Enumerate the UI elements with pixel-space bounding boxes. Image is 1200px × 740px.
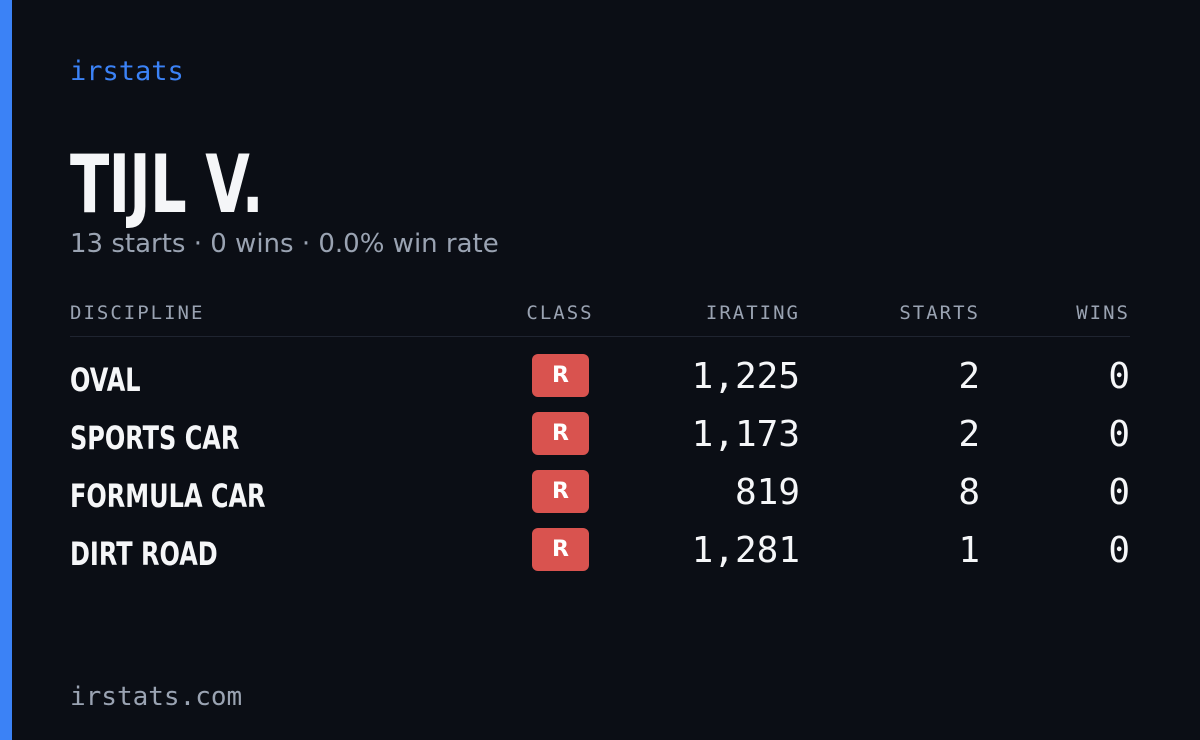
discipline: DIRT ROAD — [70, 535, 218, 573]
driver-summary: 13 starts · 0 wins · 0.0% win rate — [70, 229, 499, 259]
column-header: CLASS — [526, 302, 594, 324]
starts: 2 — [958, 356, 980, 397]
discipline: OVAL — [70, 361, 141, 399]
irating: 1,281 — [691, 530, 800, 571]
class-badge: R — [532, 412, 589, 455]
footer: irstats.com — [70, 682, 243, 712]
column-header: IRATING — [705, 302, 800, 324]
starts: 8 — [958, 472, 980, 513]
irating: 819 — [734, 472, 800, 513]
brand: irstats — [70, 56, 184, 87]
driver-name: TIJL V. — [70, 138, 264, 231]
column-header: DISCIPLINE — [70, 302, 205, 324]
irating: 1,225 — [691, 356, 800, 397]
irating: 1,173 — [691, 414, 800, 455]
column-header: STARTS — [899, 302, 980, 324]
class-badge: R — [532, 470, 589, 513]
wins: 0 — [1108, 414, 1130, 455]
discipline: SPORTS CAR — [70, 419, 240, 457]
accent-bar — [0, 0, 12, 740]
header-rule — [70, 336, 1130, 337]
starts: 2 — [958, 414, 980, 455]
column-header: WINS — [1076, 302, 1130, 324]
wins: 0 — [1108, 472, 1130, 513]
wins: 0 — [1108, 356, 1130, 397]
class-badge: R — [532, 528, 589, 571]
wins: 0 — [1108, 530, 1130, 571]
class-badge: R — [532, 354, 589, 397]
discipline: FORMULA CAR — [70, 477, 266, 515]
starts: 1 — [958, 530, 980, 571]
